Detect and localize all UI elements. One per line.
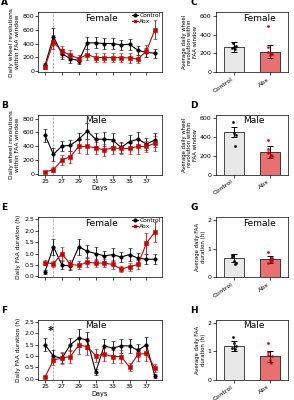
Y-axis label: Average daily FAA
duration (h): Average daily FAA duration (h)	[195, 223, 206, 271]
Legend: Control, Abx: Control, Abx	[131, 12, 161, 25]
Bar	[224, 346, 244, 380]
Y-axis label: Daily FAA duration (h): Daily FAA duration (h)	[16, 318, 21, 382]
Bar	[260, 259, 280, 278]
Text: Male: Male	[85, 322, 107, 330]
Y-axis label: Average daily wheel
revolution within
FAA window: Average daily wheel revolution within FA…	[182, 118, 198, 172]
Text: D: D	[190, 101, 198, 110]
Text: Female: Female	[85, 219, 118, 228]
Text: B: B	[1, 101, 8, 110]
Bar	[260, 52, 280, 72]
Text: E: E	[1, 203, 7, 212]
Text: Female: Female	[243, 14, 276, 23]
Text: H: H	[190, 306, 198, 315]
Bar	[224, 47, 244, 72]
X-axis label: Days: Days	[92, 186, 108, 192]
Y-axis label: Average daily wheel
revolution within
FAA window: Average daily wheel revolution within FA…	[182, 15, 198, 69]
Text: Male: Male	[243, 322, 265, 330]
Text: G: G	[190, 203, 198, 212]
Y-axis label: Daily FAA duration (h): Daily FAA duration (h)	[16, 215, 21, 280]
Text: C: C	[190, 0, 197, 7]
Text: Male: Male	[85, 116, 107, 125]
Bar	[224, 258, 244, 278]
Bar	[260, 152, 280, 175]
Text: Female: Female	[85, 14, 118, 23]
Y-axis label: Daily wheel revolutions
within FAA window: Daily wheel revolutions within FAA windo…	[9, 8, 19, 77]
Text: A: A	[1, 0, 8, 7]
Bar	[260, 356, 280, 380]
Y-axis label: Daily wheel revolutions
within FAA window: Daily wheel revolutions within FAA windo…	[9, 110, 19, 179]
X-axis label: Days: Days	[92, 390, 108, 396]
Legend: Control, Abx: Control, Abx	[131, 218, 161, 230]
Text: F: F	[1, 306, 7, 315]
Y-axis label: Average daily FAA
duration (h): Average daily FAA duration (h)	[195, 326, 206, 374]
Text: Male: Male	[243, 116, 265, 125]
Text: *: *	[48, 326, 54, 336]
Bar	[224, 132, 244, 175]
Text: Female: Female	[243, 219, 276, 228]
